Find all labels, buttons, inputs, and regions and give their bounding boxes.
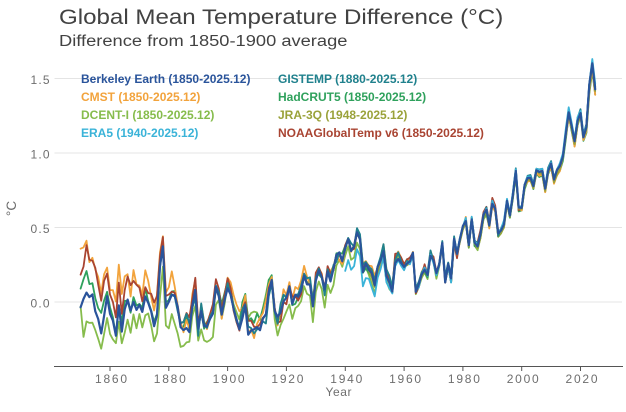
svg-text:1880: 1880 [154,372,186,386]
svg-text:2000: 2000 [507,372,539,386]
svg-text:1940: 1940 [330,372,362,386]
svg-text:1.5: 1.5 [31,73,50,87]
svg-text:1960: 1960 [389,372,421,386]
svg-text:1860: 1860 [95,372,127,386]
svg-text:°C: °C [4,201,19,216]
svg-text:1900: 1900 [213,372,245,386]
svg-text:0.5: 0.5 [31,222,50,236]
svg-text:1980: 1980 [448,372,480,386]
svg-text:0.0: 0.0 [31,297,50,311]
svg-text:Year: Year [326,385,352,399]
svg-text:1.0: 1.0 [31,148,50,162]
svg-text:2020: 2020 [566,372,598,386]
svg-text:1920: 1920 [271,372,303,386]
